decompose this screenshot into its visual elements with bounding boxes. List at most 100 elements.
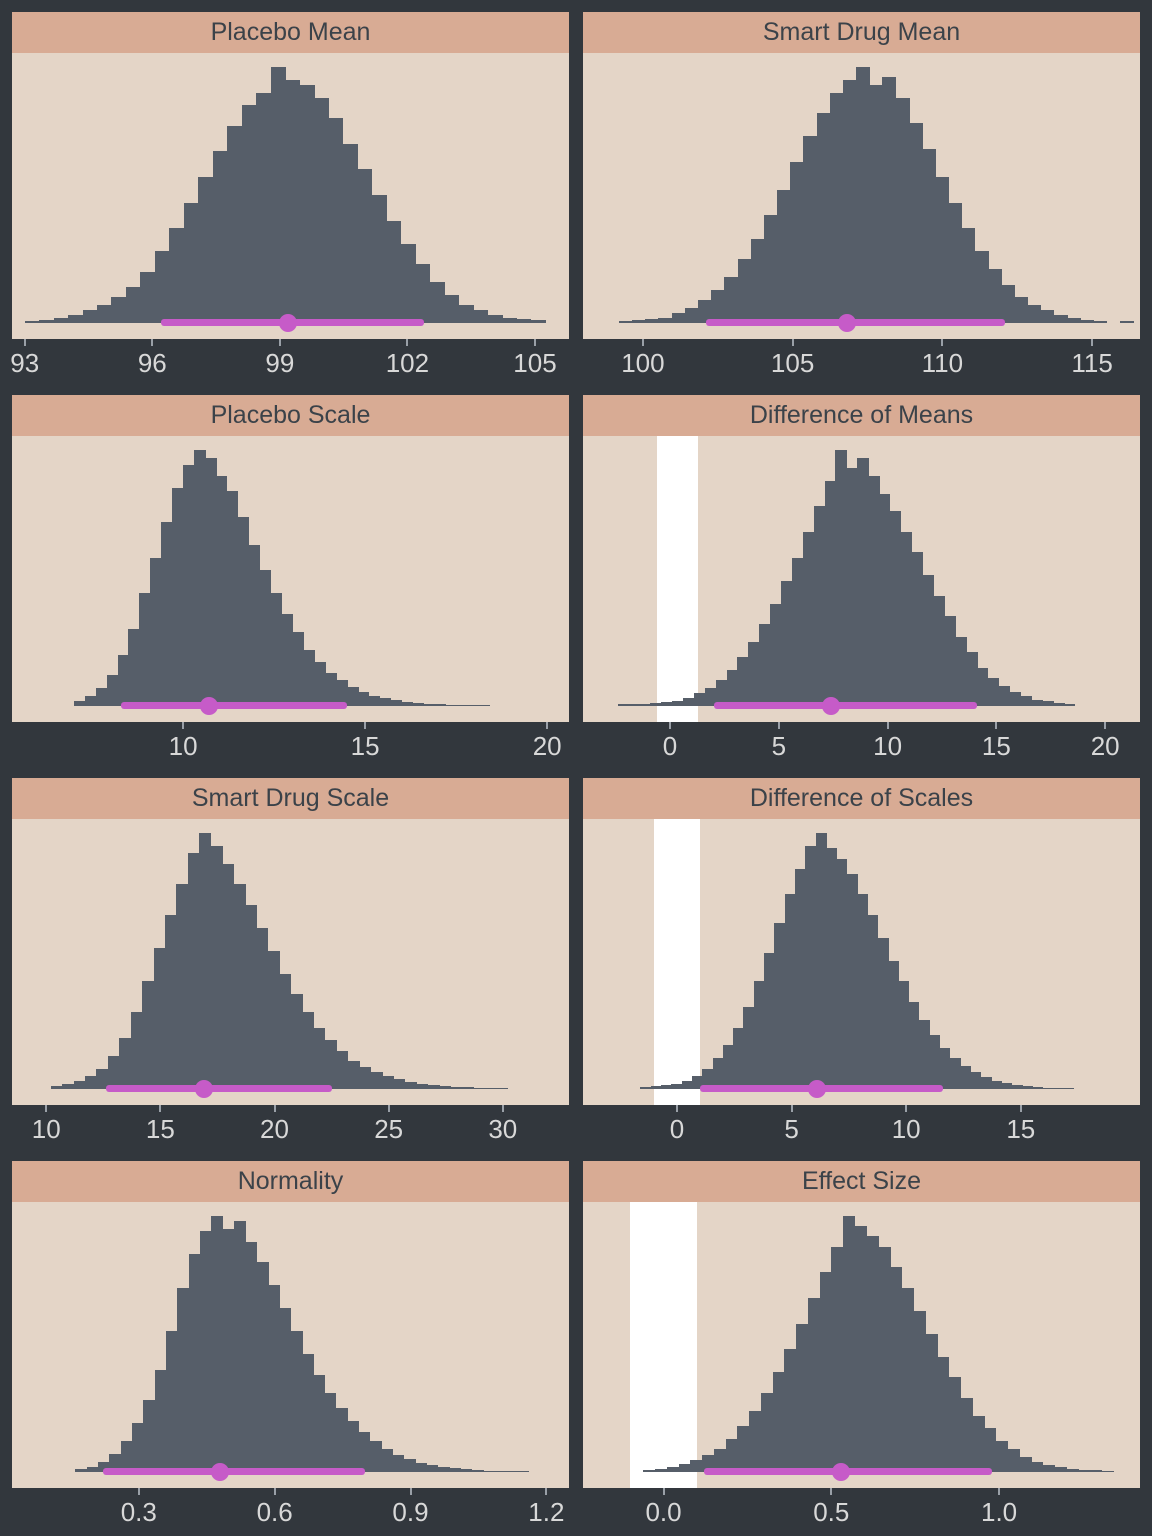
histogram-bar [617,704,630,706]
histogram-bar [724,276,739,323]
panel-title: Normality [237,1167,344,1195]
x-tick-mark [1019,1105,1022,1112]
x-tick-label: 10 [891,1114,921,1144]
histogram-bar [290,994,303,1089]
histogram-bar [1021,1086,1033,1089]
histogram-bar [922,575,934,706]
histogram-bar [974,251,989,323]
histogram-bar [790,161,805,323]
histogram-bar [484,1087,497,1089]
histogram-bar [357,691,370,706]
histogram-bar [987,269,1002,323]
histogram-bar [256,927,269,1089]
histogram-bar [681,1081,693,1089]
histogram-bar [516,319,532,323]
histogram-bar [153,948,166,1089]
histogram-bar [313,1374,326,1472]
histogram-bar [62,1083,75,1089]
histogram-bar [95,688,108,706]
histogram-bar [487,315,503,323]
histogram-bar [1063,703,1076,706]
histogram-bar [390,700,403,706]
histogram-bar [843,1216,856,1472]
histogram-bar [898,981,910,1089]
histogram-bar [154,1369,167,1472]
histogram-bar [132,1423,145,1472]
histogram-bar [143,1400,156,1472]
histogram-bar [750,238,765,323]
histogram-bar [856,67,870,323]
histogram-bar [948,202,963,323]
x-tick-label: 25 [374,1114,404,1144]
histogram-bar [918,1019,930,1089]
histogram-bar [426,1465,439,1472]
x-tick-mark [546,722,549,729]
panel-title: Difference of Scales [749,784,974,812]
histogram-bar [807,1297,821,1472]
histogram-bar [241,105,257,323]
histogram-bar [944,616,956,706]
histogram-bar [854,1226,868,1472]
histogram-bar [1040,310,1055,323]
x-tick-label: 0.5 [813,1497,850,1527]
histogram-bar [324,1040,337,1089]
x-axis: 10 15 20 [12,722,569,764]
histogram-bar [1042,1464,1056,1472]
x-tick-mark [905,1105,908,1112]
x-tick-label: 102 [385,348,430,378]
histogram-bar [998,685,1011,706]
histogram-bar [805,845,817,1089]
histogram-bar [693,693,706,706]
x-tick-mark [273,1105,276,1112]
x-tick-mark [182,722,185,729]
histogram-bar [764,953,776,1089]
histogram-bar [867,914,879,1089]
histogram-bar [759,624,771,706]
histogram-bar [1101,1470,1114,1472]
histogram-bar [1001,1083,1013,1089]
histogram-bar [829,92,844,323]
histogram-bar [939,1048,951,1089]
median-dot [279,314,298,332]
histogram-bar [473,1087,486,1089]
histogram-bar [878,1246,891,1472]
hdi-line [102,1468,366,1475]
histogram-bar [1066,317,1081,323]
median-dot [822,697,841,715]
histogram-bar [222,1228,235,1472]
histogram-bar [233,884,246,1089]
histogram-bar [194,450,206,706]
histogram-bar [921,148,936,323]
x-tick-label: 0.9 [392,1497,429,1527]
histogram-bar [494,1470,507,1472]
x-tick-mark [830,1488,833,1495]
histogram-bar [890,1267,903,1472]
histogram-bar [712,1058,724,1089]
histogram-bar [256,1262,269,1472]
histogram-bar [743,1007,755,1089]
histogram-bar [753,981,765,1089]
histogram-bar [691,1076,703,1089]
histogram-bar [187,853,200,1089]
histogram-bar [1052,1087,1064,1089]
histogram-bar [140,271,156,323]
histogram-bar [226,490,239,706]
x-tick-mark [273,1488,276,1495]
x-tick-mark [886,722,889,729]
histogram-bar [780,580,793,706]
median-dot [211,1463,230,1481]
histogram-bar [369,1441,382,1472]
panel-placebo-scale: Placebo Scale 10 15 20 [12,395,569,764]
x-axis: 100 105 110 115 [583,339,1140,381]
histogram-bar [643,1469,656,1472]
histogram-bar [501,317,517,323]
histogram-bar [73,1081,86,1089]
histogram-bar [650,703,663,706]
x-tick-label: 15 [350,731,380,761]
histogram-bar [125,287,142,323]
x-tick-label: 5 [784,1114,799,1144]
histogram-bar [516,1470,529,1472]
x-tick-mark [1104,722,1107,729]
histogram-bar [177,1287,190,1472]
histogram-bar [183,202,199,323]
